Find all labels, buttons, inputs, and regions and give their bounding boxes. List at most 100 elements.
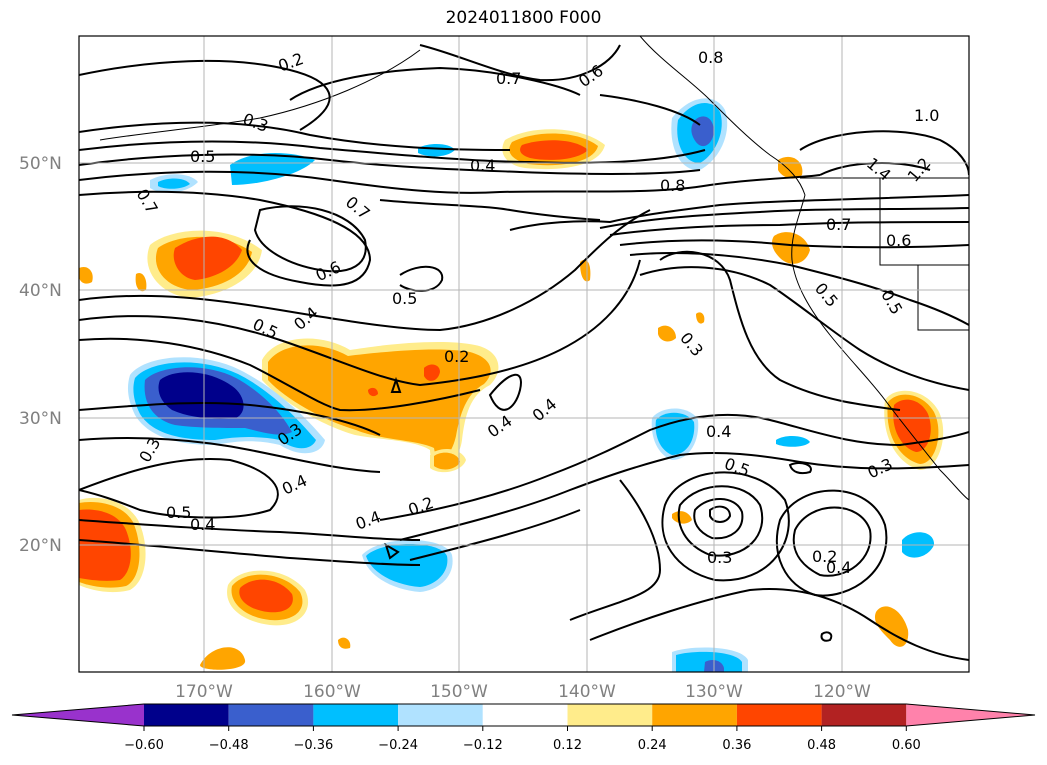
colorbar: −0.60 −0.48 −0.36 −0.24 −0.12 0.12 0.24 … [11, 703, 1036, 753]
colorbar-segment [482, 704, 568, 726]
colorbar-segment [12, 704, 144, 726]
state-border [879, 178, 969, 266]
contour-line [79, 190, 372, 287]
contour-line [289, 66, 581, 101]
lon-label-140w: 140°W [558, 682, 616, 702]
lon-label-130w: 130°W [685, 682, 743, 702]
contour-label: 0.4 [826, 558, 851, 577]
colorbar-ticks [143, 726, 907, 731]
shade-e-orange-8 [696, 312, 705, 324]
lon-label-120w: 120°W [813, 682, 871, 702]
contour-line [379, 199, 601, 221]
contour-line [384, 542, 400, 560]
contour-label: 1.0 [914, 106, 939, 125]
contour-line [79, 337, 481, 412]
contour-line [589, 588, 969, 661]
shade-e-red-1 [893, 399, 931, 452]
contour-line [619, 239, 969, 249]
contour-line [609, 221, 969, 236]
contour-line [677, 485, 764, 557]
state-border [917, 265, 969, 331]
coastline-west-coast [791, 194, 969, 501]
shade-np-blue-1 [230, 153, 315, 185]
contour-label: 0.6 [886, 231, 911, 250]
contour-line [775, 489, 888, 597]
colorbar-segment [144, 704, 229, 726]
contour-line [79, 437, 381, 473]
plot-frame [78, 35, 970, 673]
lon-label-170w: 170°W [175, 682, 233, 702]
contour-label: 0.7 [826, 215, 851, 234]
map-title: 2024011800 F000 [445, 8, 602, 28]
colorbar-tick-label: −0.36 [293, 738, 333, 753]
contour-label: 0.4 [190, 515, 215, 534]
contour-label: 0.2 [812, 547, 837, 566]
lon-label-160w: 160°W [303, 682, 361, 702]
gridlines [79, 36, 969, 672]
shade-sc-tiny [338, 637, 351, 649]
contour-label: 0.8 [698, 48, 723, 67]
contour-line [709, 505, 732, 523]
contour-line [788, 462, 812, 475]
contour-label: 0.8 [660, 176, 685, 195]
shade-e-blue-1b [655, 412, 695, 455]
contour-label: 0.5 [166, 503, 191, 522]
contour-label: 0.4 [470, 156, 495, 175]
shade-c-tail-orange [434, 452, 460, 470]
contour-line [79, 458, 279, 519]
contour-line [253, 205, 367, 273]
colorbar-segment [398, 704, 483, 726]
colorbar-segment [736, 704, 822, 726]
shade-e-blue-2 [776, 436, 810, 447]
shade-np-red [520, 140, 588, 160]
contour-line [409, 509, 581, 561]
colorbar-tick-label: 0.60 [892, 738, 921, 753]
longitude-labels: 170°W 160°W 150°W 140°W 130°W 120°W [175, 682, 871, 702]
colorbar-tick-label: −0.24 [378, 738, 418, 753]
coastline-alaska [639, 36, 806, 196]
contour-line [79, 153, 701, 176]
lat-label-40n: 40°N [19, 281, 62, 301]
contour-line [79, 121, 511, 151]
contour-label: 0.5 [190, 147, 215, 166]
shade-np-blue-2b [158, 178, 190, 189]
contour-lines [79, 44, 969, 661]
contour-line [79, 259, 641, 387]
shade-wb-deep [158, 372, 244, 419]
contour-line [79, 59, 331, 131]
contour-line [599, 94, 701, 126]
coastline-aleutians [99, 49, 421, 141]
colorbar-tick-label: −0.48 [209, 738, 249, 753]
shade-e-orange-3 [778, 156, 803, 179]
colorbar-tick-label: −0.60 [124, 738, 164, 753]
shade-sc-bot [200, 647, 246, 670]
shade-w-red [173, 236, 242, 280]
contour-label: 0.3 [707, 548, 732, 567]
contour-line [792, 506, 872, 577]
lon-label-150w: 150°W [430, 682, 488, 702]
lat-label-50n: 50°N [19, 154, 62, 174]
contour-line [799, 130, 969, 176]
shade-e-orange-5 [658, 325, 676, 342]
contour-label: 0.7 [496, 69, 521, 88]
contour-line [79, 140, 706, 164]
shade-c-red-2 [368, 387, 378, 397]
shade-w-small-2 [135, 272, 147, 292]
shade-w-small-1 [79, 266, 93, 284]
colorbar-tick-label: 0.12 [553, 738, 582, 753]
contour-line [488, 373, 522, 411]
contour-line [820, 631, 833, 642]
contour-line [399, 452, 969, 541]
contour-line [79, 170, 821, 194]
contour-line [639, 266, 969, 391]
contour-label: 0.5 [392, 289, 417, 308]
contour-line [659, 250, 901, 411]
latitude-labels: 50°N 40°N 30°N 20°N [19, 154, 62, 556]
shade-sc-red [239, 579, 293, 613]
shade-e-orange-6 [672, 511, 692, 524]
contour-line [509, 194, 969, 231]
colorbar-tick-label: 0.36 [722, 738, 751, 753]
shade-c-red-1 [424, 364, 440, 381]
contour-line [599, 207, 969, 229]
